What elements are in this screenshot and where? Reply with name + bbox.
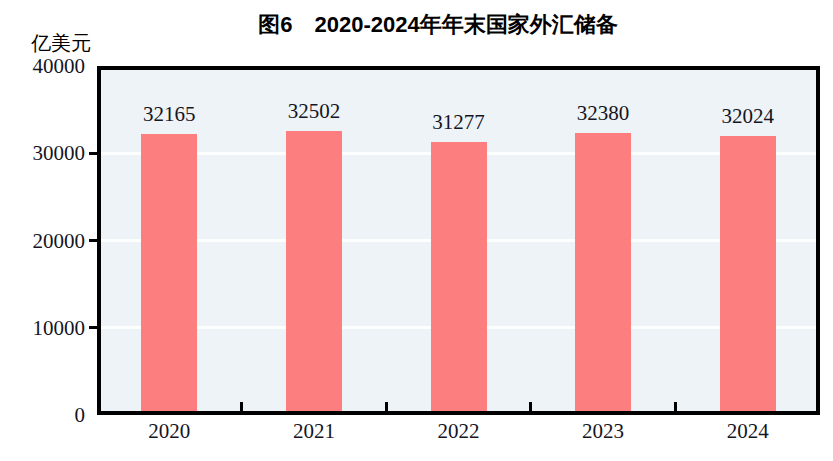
y-axis-tick-labels-group: 010000200003000040000 — [0, 66, 85, 415]
x-axis-tick — [674, 402, 677, 415]
bar-2022 — [431, 142, 487, 415]
bar-value-label-2021: 32502 — [288, 99, 341, 124]
x-axis-tick-label-2021: 2021 — [293, 419, 335, 444]
x-axis-tick — [385, 402, 388, 415]
bar-value-label-2022: 31277 — [432, 110, 485, 135]
plot-area: 32165 32502 31277 32380 32024 — [97, 66, 820, 415]
bar-value-label-2020: 32165 — [143, 102, 196, 127]
y-axis-tick-label-10000: 10000 — [33, 315, 86, 340]
y-axis-tick — [89, 326, 97, 329]
x-axis-tick — [529, 402, 532, 415]
chart-canvas: { "title": "图6 2020-2024年年末国家外汇储备", "uni… — [0, 0, 833, 461]
x-axis-tick-label-2023: 2023 — [582, 419, 624, 444]
x-axis-tick-label-2022: 2022 — [438, 419, 480, 444]
bar-2024 — [720, 136, 776, 415]
x-axis-tick-label-2024: 2024 — [727, 419, 769, 444]
bar-value-label-2023: 32380 — [577, 101, 630, 126]
x-axis-tick-label-2020: 2020 — [148, 419, 190, 444]
bar-2023 — [575, 133, 631, 416]
bar-2020 — [141, 134, 197, 415]
y-axis-tick-label-30000: 30000 — [33, 141, 86, 166]
y-axis-tick-label-40000: 40000 — [33, 54, 86, 79]
y-axis-tick — [89, 239, 97, 242]
bar-value-label-2024: 32024 — [721, 104, 774, 129]
y-axis-tick-label-20000: 20000 — [33, 228, 86, 253]
chart-title: 图6 2020-2024年年末国家外汇储备 — [0, 10, 833, 40]
y-axis-tick — [89, 152, 97, 155]
bar-2021 — [286, 131, 342, 415]
y-axis-tick-label-0: 0 — [75, 403, 86, 428]
x-axis-tick — [240, 402, 243, 415]
